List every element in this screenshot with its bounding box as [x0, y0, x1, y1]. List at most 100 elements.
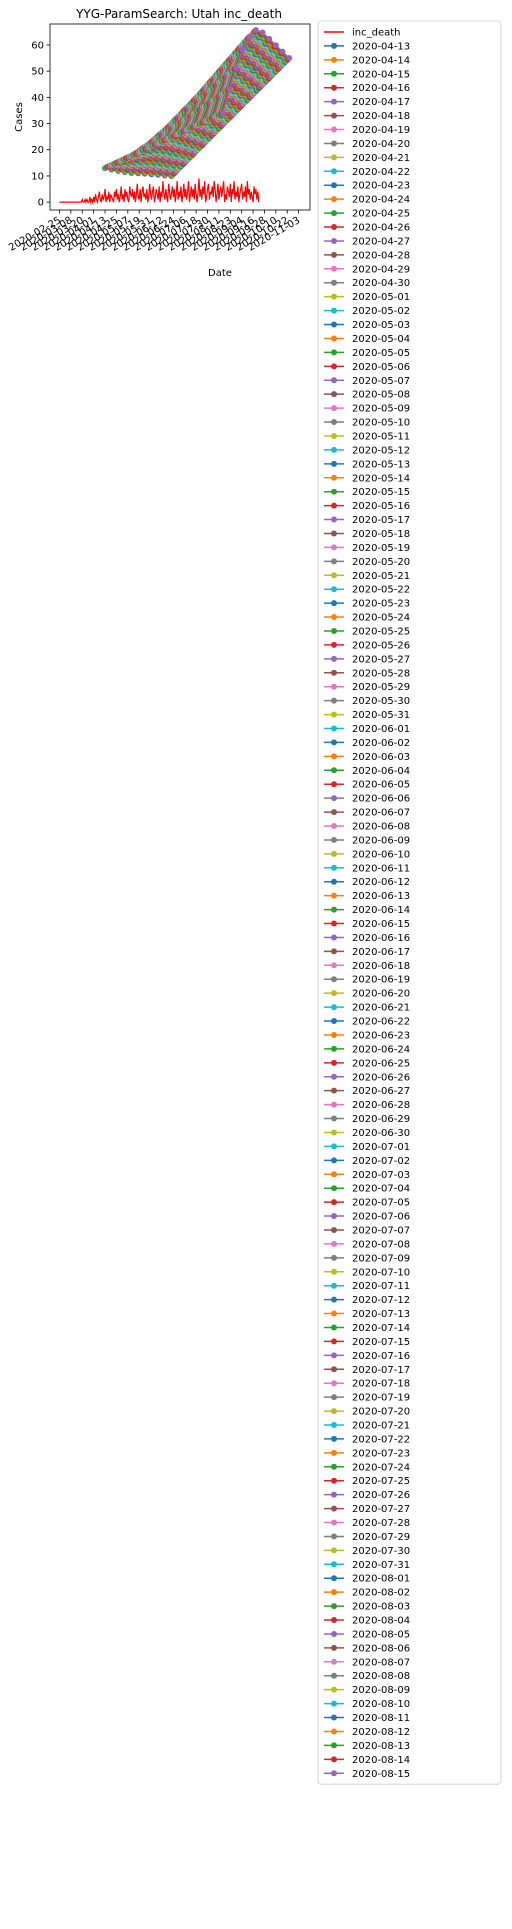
forecast-point	[252, 27, 259, 34]
legend-marker	[331, 446, 337, 453]
legend-marker	[331, 809, 337, 816]
legend-label: 2020-05-14	[352, 473, 410, 484]
legend-marker	[331, 293, 337, 300]
legend-label: 2020-07-15	[352, 1337, 410, 1348]
legend-marker	[331, 1477, 337, 1484]
legend-label: 2020-07-18	[352, 1379, 410, 1390]
y-tick-label: 10	[31, 171, 44, 182]
y-tick-label: 40	[31, 93, 44, 104]
legend-label: 2020-06-04	[352, 766, 410, 777]
legend-marker	[331, 823, 337, 830]
legend-marker	[331, 1004, 337, 1011]
legend-label: 2020-07-07	[352, 1225, 410, 1236]
legend-label: 2020-07-30	[352, 1546, 410, 1557]
legend-label: 2020-06-25	[352, 1058, 410, 1069]
legend-marker	[331, 1240, 337, 1247]
legend-marker	[331, 182, 337, 189]
legend-marker	[331, 1491, 337, 1498]
legend-marker	[331, 1282, 337, 1289]
legend-marker	[331, 1018, 337, 1025]
legend-marker	[331, 224, 337, 231]
legend-marker	[331, 739, 337, 746]
forecast-series	[219, 27, 293, 117]
legend-marker	[331, 1394, 337, 1401]
legend-marker	[331, 168, 337, 175]
legend-marker	[331, 516, 337, 523]
legend-marker	[331, 850, 337, 857]
legend-label: 2020-04-29	[352, 264, 410, 275]
forecast-point	[259, 29, 266, 36]
legend-marker	[331, 1129, 337, 1136]
legend-marker	[331, 1310, 337, 1317]
legend-marker	[331, 1533, 337, 1540]
legend-frame	[317, 20, 502, 1785]
legend-label: 2020-06-06	[352, 794, 410, 805]
legend-label: 2020-06-16	[352, 933, 410, 944]
legend-marker	[331, 530, 337, 537]
x-axis-label: Date	[208, 268, 232, 279]
legend-label: 2020-07-11	[352, 1281, 410, 1292]
forecast-point	[246, 33, 253, 40]
legend-label: 2020-08-01	[352, 1574, 410, 1585]
plot-frame	[49, 23, 311, 211]
legend-marker	[331, 1603, 337, 1610]
legend-label: 2020-05-16	[352, 501, 410, 512]
legend-marker	[331, 84, 337, 91]
legend-marker	[331, 377, 337, 384]
legend-marker	[331, 990, 337, 997]
legend-label: 2020-08-09	[352, 1685, 410, 1696]
legend-marker	[331, 976, 337, 983]
legend-marker	[331, 669, 337, 676]
legend-marker	[331, 1435, 337, 1442]
legend-label: 2020-05-05	[352, 348, 410, 359]
legend-label: 2020-05-25	[352, 626, 410, 637]
legend-marker	[331, 56, 337, 63]
legend-label: 2020-06-11	[352, 863, 410, 874]
legend-label: 2020-07-01	[352, 1142, 410, 1153]
legend-label: 2020-06-19	[352, 975, 410, 986]
legend-marker	[331, 237, 337, 244]
legend-label: 2020-06-01	[352, 724, 410, 735]
legend-label: 2020-05-17	[352, 515, 410, 526]
forecast-point	[219, 110, 226, 117]
legend-marker	[331, 892, 337, 899]
legend-marker	[331, 1408, 337, 1415]
legend-marker	[331, 795, 337, 802]
legend-label: 2020-05-08	[352, 390, 410, 401]
legend-marker	[331, 1519, 337, 1526]
legend-label: 2020-06-07	[352, 808, 410, 819]
legend-label: 2020-07-10	[352, 1267, 410, 1278]
forecast-point	[272, 42, 279, 49]
legend-marker	[331, 1561, 337, 1568]
legend-marker	[331, 572, 337, 579]
legend-label: 2020-08-03	[352, 1602, 410, 1613]
legend-label: 2020-05-27	[352, 654, 410, 665]
legend-label: 2020-05-13	[352, 459, 410, 470]
y-tick-label: 60	[31, 40, 44, 51]
legend-label: 2020-04-14	[352, 55, 410, 66]
legend-marker	[331, 140, 337, 147]
legend-label: 2020-07-12	[352, 1295, 410, 1306]
legend-label: 2020-08-06	[352, 1643, 410, 1654]
legend-label: 2020-07-17	[352, 1365, 410, 1376]
legend-marker	[331, 1658, 337, 1665]
legend-label: 2020-06-05	[352, 780, 410, 791]
legend-label: 2020-08-11	[352, 1713, 410, 1724]
legend-label: 2020-08-08	[352, 1671, 410, 1682]
legend-marker	[331, 1185, 337, 1192]
legend-label: 2020-07-21	[352, 1421, 410, 1432]
legend-marker	[331, 1700, 337, 1707]
legend-marker	[331, 1756, 337, 1763]
legend-marker	[331, 614, 337, 621]
legend-marker	[331, 265, 337, 272]
legend-label: 2020-05-09	[352, 404, 410, 415]
legend-marker	[331, 432, 337, 439]
legend-marker	[331, 1422, 337, 1428]
legend-label: 2020-06-17	[352, 947, 410, 958]
legend-marker	[331, 697, 337, 704]
legend-marker	[331, 544, 337, 551]
legend-label: 2020-06-21	[352, 1003, 410, 1014]
legend-marker	[331, 196, 337, 203]
legend-label: 2020-05-01	[352, 292, 410, 303]
legend-label: 2020-07-25	[352, 1476, 410, 1487]
